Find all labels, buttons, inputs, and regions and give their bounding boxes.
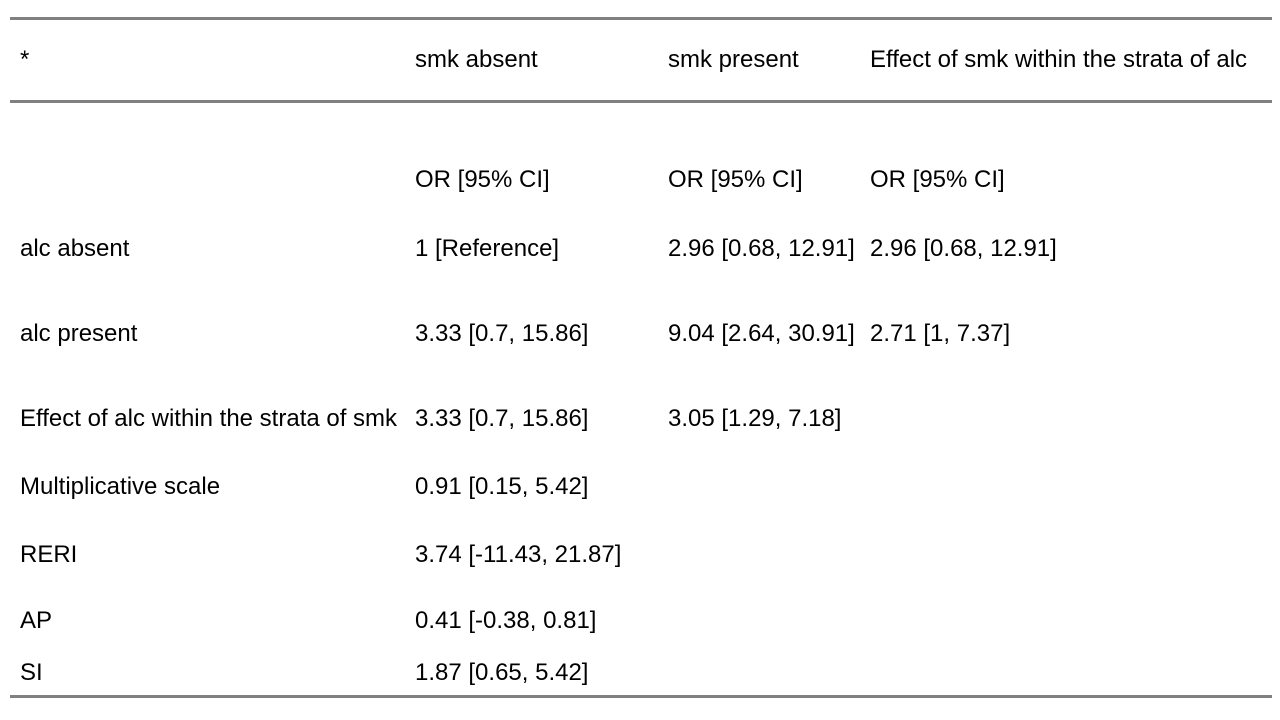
empty-cell (10, 102, 405, 146)
subheader-row: OR [95% CI] OR [95% CI] OR [95% CI] (10, 146, 1272, 214)
value-cell: 2.71 [1, 7.37] (870, 319, 1011, 347)
row-label-cell: RERI (20, 540, 78, 568)
empty-cell (405, 102, 658, 146)
interaction-analysis-table: * smk absent smk present Effect of smk w… (10, 17, 1272, 698)
row-label-cell: AP (20, 606, 53, 634)
row-label-cell: SI (20, 659, 43, 687)
value-cell (658, 520, 860, 590)
value-cell: 3.74 [-11.43, 21.87] (415, 540, 622, 568)
empty-cell (860, 102, 1272, 146)
value-cell (860, 590, 1272, 652)
row-reri: RERI 3.74 [-11.43, 21.87] (10, 520, 1272, 590)
value-cell: 1 [Reference] (415, 234, 560, 262)
header-cell-effect-of-smk: Effect of smk within the strata of alc (860, 18, 1272, 103)
row-alc-present: alc present 3.33 [0.7, 15.86] 9.04 [2.64… (10, 284, 1272, 384)
row-ap: AP 0.41 [-0.38, 0.81] (10, 590, 1272, 652)
value-cell: 0.41 [-0.38, 0.81] (415, 606, 597, 634)
value-cell: 2.96 [0.68, 12.91] (870, 234, 1057, 262)
row-label-cell: alc absent (20, 234, 130, 262)
spacer-row (10, 102, 1272, 146)
header-cell-smk-present: smk present (658, 18, 860, 103)
value-cell: 3.33 [0.7, 15.86] (415, 404, 589, 432)
value-cell (860, 384, 1272, 454)
row-label-cell (10, 146, 405, 214)
row-multiplicative-scale: Multiplicative scale 0.91 [0.15, 5.42] (10, 454, 1272, 520)
row-si: SI 1.87 [0.65, 5.42] (10, 652, 1272, 697)
value-cell (860, 652, 1272, 697)
or-ci-heading-cell: OR [95% CI] (870, 165, 1005, 193)
value-cell: 0.91 [0.15, 5.42] (415, 472, 589, 500)
header-row: * smk absent smk present Effect of smk w… (10, 18, 1272, 103)
value-cell: 3.05 [1.29, 7.18] (668, 404, 842, 432)
row-label-cell: Multiplicative scale (20, 472, 221, 500)
value-cell (658, 652, 860, 697)
row-effect-of-alc: Effect of alc within the strata of smk 3… (10, 384, 1272, 454)
value-cell (658, 590, 860, 652)
value-cell: 9.04 [2.64, 30.91] (668, 319, 855, 347)
row-label-cell: Effect of alc within the strata of smk (20, 404, 398, 432)
row-label-cell: alc present (20, 319, 138, 347)
or-ci-heading-cell: OR [95% CI] (668, 165, 803, 193)
or-ci-heading-cell: OR [95% CI] (415, 165, 550, 193)
page-content: * smk absent smk present Effect of smk w… (10, 17, 1272, 698)
value-cell (860, 454, 1272, 520)
header-cell-smk-absent: smk absent (405, 18, 658, 103)
value-cell (658, 454, 860, 520)
empty-cell (658, 102, 860, 146)
value-cell: 3.33 [0.7, 15.86] (415, 319, 589, 347)
value-cell (860, 520, 1272, 590)
row-alc-absent: alc absent 1 [Reference] 2.96 [0.68, 12.… (10, 214, 1272, 284)
header-cell-row-label: * (10, 18, 405, 103)
value-cell: 1.87 [0.65, 5.42] (415, 659, 589, 687)
value-cell: 2.96 [0.68, 12.91] (668, 234, 855, 262)
